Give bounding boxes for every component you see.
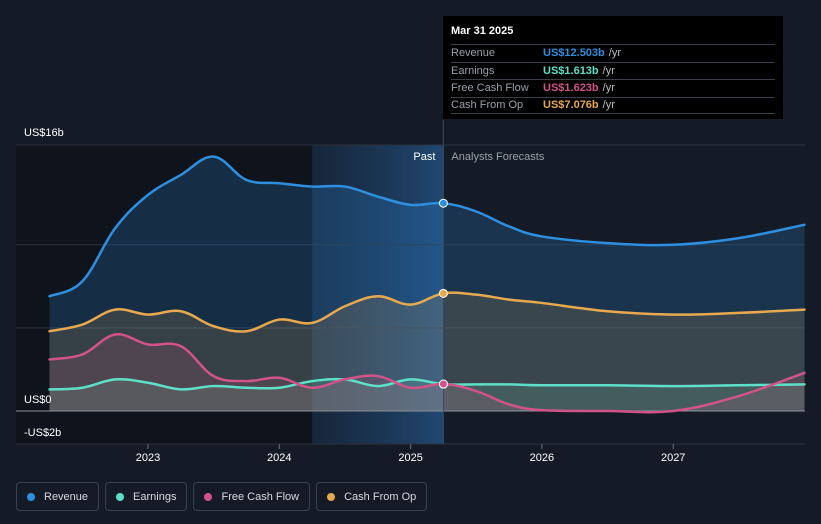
tooltip-unit: /yr bbox=[602, 64, 615, 77]
free-cash-flow-line bbox=[48, 333, 806, 414]
tooltip-label: Cash From Op bbox=[451, 99, 524, 112]
past-label: Past bbox=[413, 151, 435, 163]
legend: Revenue Earnings Free Cash Flow Cash Fro… bbox=[16, 482, 428, 511]
tooltip-row-cash-from-op: Cash From Op US$7.076b /yr bbox=[451, 96, 775, 114]
tooltip-label: Earnings bbox=[451, 64, 495, 77]
x-axis-ticks: 2023 2024 2025 2026 2027 bbox=[136, 444, 685, 464]
tooltip-label: Free Cash Flow bbox=[451, 82, 529, 95]
x-tick-label: 2023 bbox=[136, 452, 160, 464]
revenue-area bbox=[49, 156, 805, 411]
tooltip-date: Mar 31 2025 bbox=[451, 25, 514, 37]
tooltip: Mar 31 2025 Revenue US$12.503b /yr Earni… bbox=[443, 16, 783, 119]
tooltip-label: Revenue bbox=[451, 47, 496, 60]
earnings-area bbox=[49, 379, 805, 411]
revenue-line bbox=[48, 155, 806, 298]
legend-label: Revenue bbox=[44, 490, 89, 503]
free-cash-flow-area bbox=[49, 334, 805, 413]
earnings-line bbox=[48, 377, 806, 391]
tooltip-value: US$1.623b bbox=[543, 82, 599, 95]
legend-item-cash-from-op[interactable]: Cash From Op bbox=[316, 482, 428, 511]
legend-item-earnings[interactable]: Earnings bbox=[105, 482, 188, 511]
earnings-dot-icon bbox=[116, 492, 125, 501]
x-tick-label: 2026 bbox=[530, 452, 554, 464]
cash-from-op-line bbox=[48, 291, 806, 333]
past-background bbox=[16, 145, 313, 444]
tooltip-value: US$12.503b bbox=[543, 47, 605, 60]
free-cash-flow-dot-icon bbox=[204, 492, 213, 501]
legend-item-free-cash-flow[interactable]: Free Cash Flow bbox=[193, 482, 311, 511]
tooltip-value: US$1.613b bbox=[543, 64, 599, 77]
legend-item-revenue[interactable]: Revenue bbox=[16, 482, 100, 511]
legend-label: Cash From Op bbox=[344, 490, 417, 503]
tooltip-row-free-cash-flow: Free Cash Flow US$1.623b /yr bbox=[451, 79, 775, 97]
tooltip-unit: /yr bbox=[608, 47, 621, 60]
free-cash-flow-highlight-point bbox=[438, 379, 448, 389]
highlight-points bbox=[438, 198, 448, 389]
highlight-band bbox=[312, 145, 444, 444]
legend-label: Free Cash Flow bbox=[221, 490, 300, 503]
x-tick-label: 2027 bbox=[661, 452, 685, 464]
cash-from-op-dot-icon bbox=[327, 492, 336, 501]
y-axis-zero-label: US$0 bbox=[24, 394, 52, 406]
x-tick-label: 2025 bbox=[398, 452, 422, 464]
forecast-label: Analysts Forecasts bbox=[451, 151, 544, 163]
revenue-dot-icon bbox=[27, 492, 35, 501]
tooltip-unit: /yr bbox=[602, 99, 615, 112]
y-axis-bottom-label: -US$2b bbox=[24, 427, 61, 439]
series-lines bbox=[48, 155, 806, 414]
cash-from-op-highlight-point bbox=[438, 288, 448, 298]
tooltip-row-earnings: Earnings US$1.613b /yr bbox=[451, 61, 775, 80]
y-axis-top-label: US$16b bbox=[24, 127, 64, 139]
revenue-highlight-point bbox=[438, 198, 448, 208]
legend-label: Earnings bbox=[133, 490, 177, 503]
x-tick-label: 2024 bbox=[267, 452, 291, 464]
tooltip-unit: /yr bbox=[602, 82, 615, 95]
tooltip-value: US$7.076b bbox=[543, 99, 599, 112]
tooltip-row-revenue: Revenue US$12.503b /yr bbox=[451, 44, 775, 62]
